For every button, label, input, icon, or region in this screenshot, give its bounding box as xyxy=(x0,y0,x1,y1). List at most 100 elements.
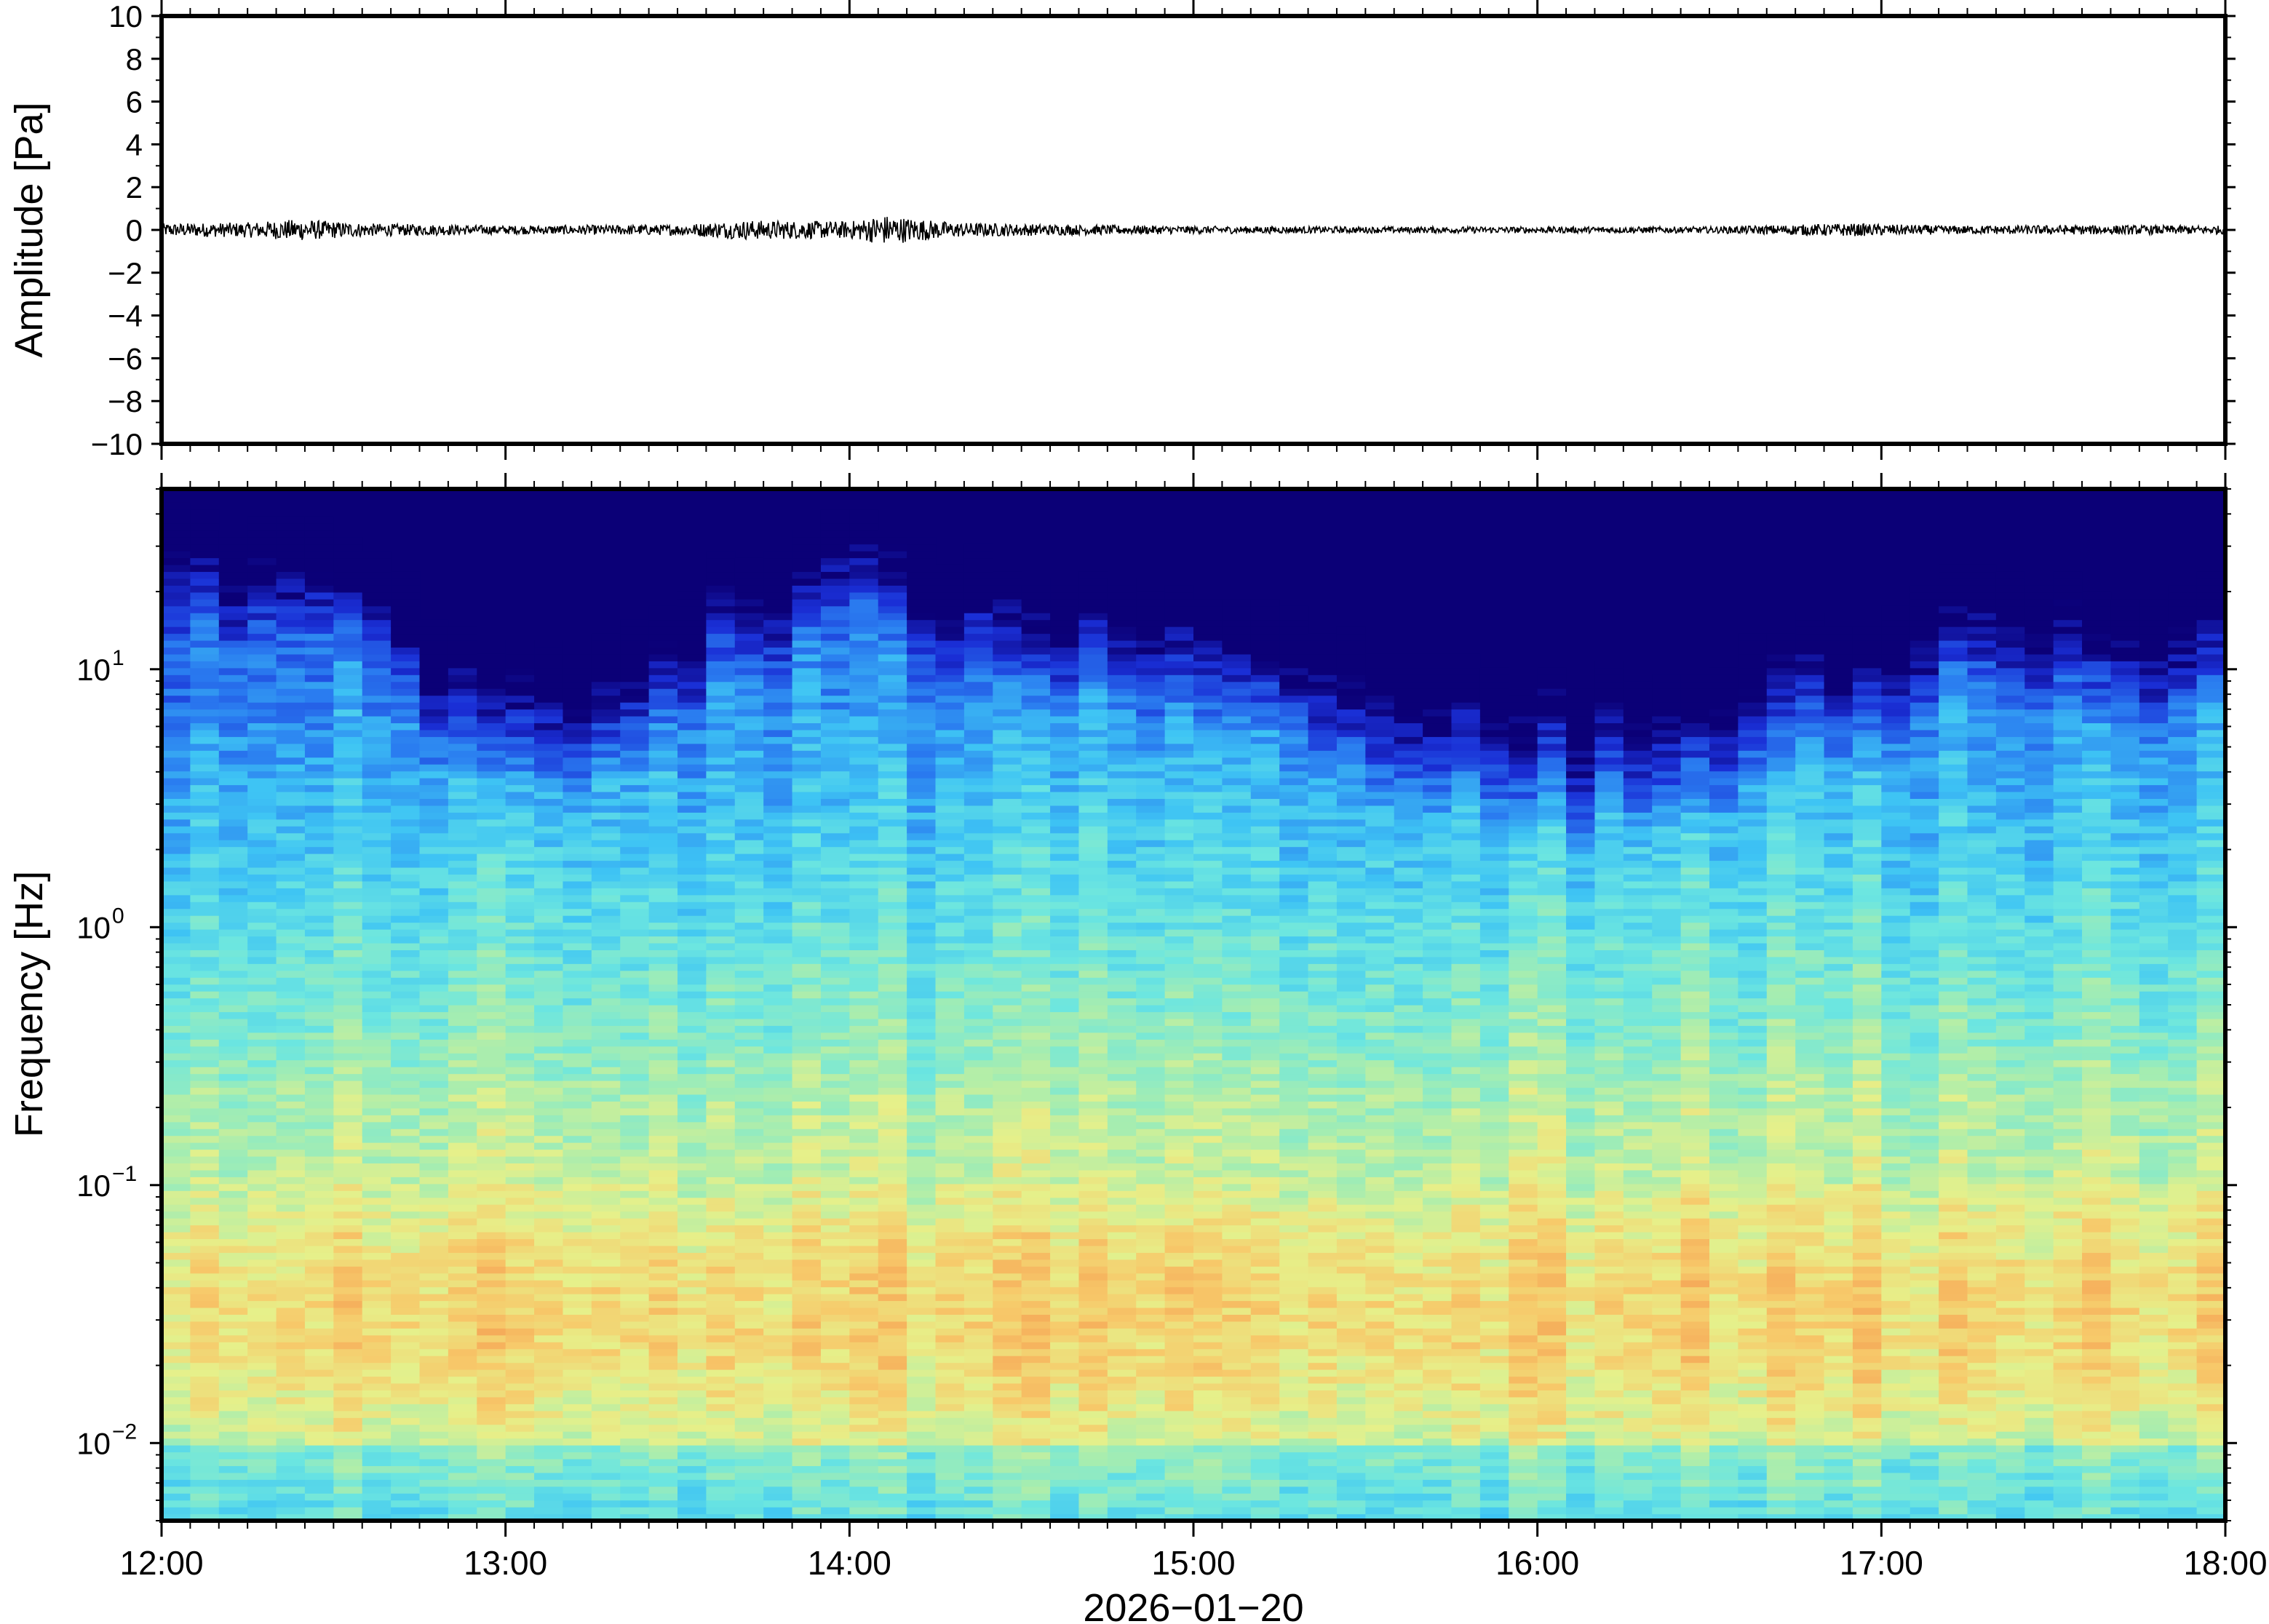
spectrogram-cell xyxy=(304,695,334,703)
spectrogram-cell xyxy=(907,1465,937,1473)
spectrogram-cell xyxy=(218,1465,248,1473)
spectrogram-cell xyxy=(1107,1369,1137,1377)
spectrogram-cell xyxy=(534,1273,564,1281)
spectrogram-cell xyxy=(993,599,1022,607)
spectrogram-cell xyxy=(993,784,1022,792)
spectrogram-cell xyxy=(706,1183,736,1191)
spectrogram-cell xyxy=(162,1163,191,1171)
spectrogram-cell xyxy=(820,1115,850,1123)
spectrogram-cell xyxy=(534,1376,564,1384)
spectrogram-cell xyxy=(333,1190,363,1198)
spectrogram-cell xyxy=(878,1452,907,1460)
spectrogram-cell xyxy=(247,764,277,772)
spectrogram-cell xyxy=(878,1314,907,1322)
spectrogram-cell xyxy=(734,867,764,875)
spectrogram-cell xyxy=(849,1266,879,1274)
spectrogram-cell xyxy=(907,1005,937,1013)
spectrogram-cell xyxy=(878,1404,907,1412)
spectrogram-cell xyxy=(935,860,965,868)
spectrogram-cell xyxy=(448,1424,477,1432)
spectrogram-cell xyxy=(505,956,535,964)
spectrogram-cell xyxy=(1050,1314,1080,1322)
spectrogram-cell xyxy=(1021,1328,1051,1336)
spectrogram-cell xyxy=(792,661,822,669)
spectrogram-cell xyxy=(534,791,564,799)
spectrogram-cell xyxy=(1078,1046,1108,1054)
spectrogram-cell xyxy=(648,667,678,675)
spectrogram-cell xyxy=(247,544,277,552)
spectrogram-cell xyxy=(591,970,621,978)
spectrogram-cell xyxy=(304,1328,334,1336)
spectrogram-cell xyxy=(820,950,850,958)
spectrogram-cell xyxy=(534,757,564,765)
spectrogram-cell xyxy=(820,805,850,813)
spectrogram-cell xyxy=(706,1300,736,1308)
spectrogram-cell xyxy=(190,1266,220,1274)
spectrogram-cell xyxy=(1050,1025,1080,1033)
spectrogram-cell xyxy=(878,1266,907,1274)
spectrogram-cell xyxy=(505,1479,535,1487)
spectrogram-cell xyxy=(993,894,1022,902)
spectrogram-cell xyxy=(677,1107,707,1115)
spectrogram-cell xyxy=(1136,1011,1166,1019)
spectrogram-cell xyxy=(162,743,191,751)
spectrogram-cell xyxy=(333,1245,363,1253)
spectrogram-cell xyxy=(190,605,220,613)
spectrogram-cell xyxy=(247,1465,277,1473)
spectrogram-cell xyxy=(391,1334,421,1342)
spectrogram-cell xyxy=(276,1410,306,1418)
spectrogram-cell xyxy=(218,633,248,641)
spectrogram-cell xyxy=(190,1465,220,1473)
spectrogram-cell xyxy=(448,1204,477,1212)
spectrogram-cell xyxy=(1078,1107,1108,1115)
spectrogram-cell xyxy=(706,901,736,909)
spectrogram-cell xyxy=(419,929,449,937)
spectrogram-cell xyxy=(1136,1046,1166,1054)
spectrogram-cell xyxy=(563,1059,592,1067)
spectrogram-cell xyxy=(1021,1087,1051,1095)
spectrogram-cell xyxy=(304,778,334,786)
spectrogram-cell xyxy=(333,1129,363,1137)
spectrogram-cell xyxy=(505,743,535,751)
spectrogram-cell xyxy=(706,812,736,820)
spectrogram-cell xyxy=(1021,613,1051,621)
spectrogram-cell xyxy=(1021,1094,1051,1102)
spectrogram-cell xyxy=(505,888,535,896)
spectrogram-cell xyxy=(247,894,277,902)
spectrogram-cell xyxy=(247,915,277,923)
spectrogram-cell xyxy=(620,1334,650,1342)
spectrogram-cell xyxy=(878,1046,907,1054)
spectrogram-cell xyxy=(648,1211,678,1219)
spectrogram-cell xyxy=(849,1129,879,1137)
spectrogram-cell xyxy=(162,922,191,930)
spectrogram-cell xyxy=(534,1245,564,1253)
spectrogram-cell xyxy=(362,880,392,888)
spectrogram-cell xyxy=(419,963,449,971)
spectrogram-cell xyxy=(391,846,421,854)
spectrogram-cell xyxy=(391,1294,421,1302)
spectrogram-cell xyxy=(1021,674,1051,682)
spectrogram-cell xyxy=(162,1259,191,1267)
spectrogram-cell xyxy=(907,1307,937,1315)
spectrogram-cell xyxy=(162,1053,191,1061)
spectrogram-cell xyxy=(1107,880,1137,888)
spectrogram-cell xyxy=(505,1238,535,1246)
spectrogram-cell xyxy=(820,819,850,827)
spectrogram-cell xyxy=(162,1135,191,1143)
spectrogram-cell xyxy=(276,1472,306,1480)
spectrogram-cell xyxy=(734,1500,764,1508)
spectrogram-cell xyxy=(362,1053,392,1061)
spectrogram-cell xyxy=(963,1486,993,1494)
spectrogram-cell xyxy=(448,1149,477,1157)
spectrogram-cell xyxy=(820,1018,850,1026)
spectrogram-cell xyxy=(878,1073,907,1081)
spectrogram-cell xyxy=(734,1507,764,1515)
spectrogram-cell xyxy=(362,963,392,971)
spectrogram-cell xyxy=(734,1513,764,1521)
spectrogram-cell xyxy=(162,729,191,737)
spectrogram-cell xyxy=(362,640,392,648)
spectrogram-cell xyxy=(534,826,564,834)
spectrogram-cell xyxy=(792,1094,822,1102)
spectrogram-cell xyxy=(907,564,937,573)
spectrogram-cell xyxy=(247,729,277,737)
